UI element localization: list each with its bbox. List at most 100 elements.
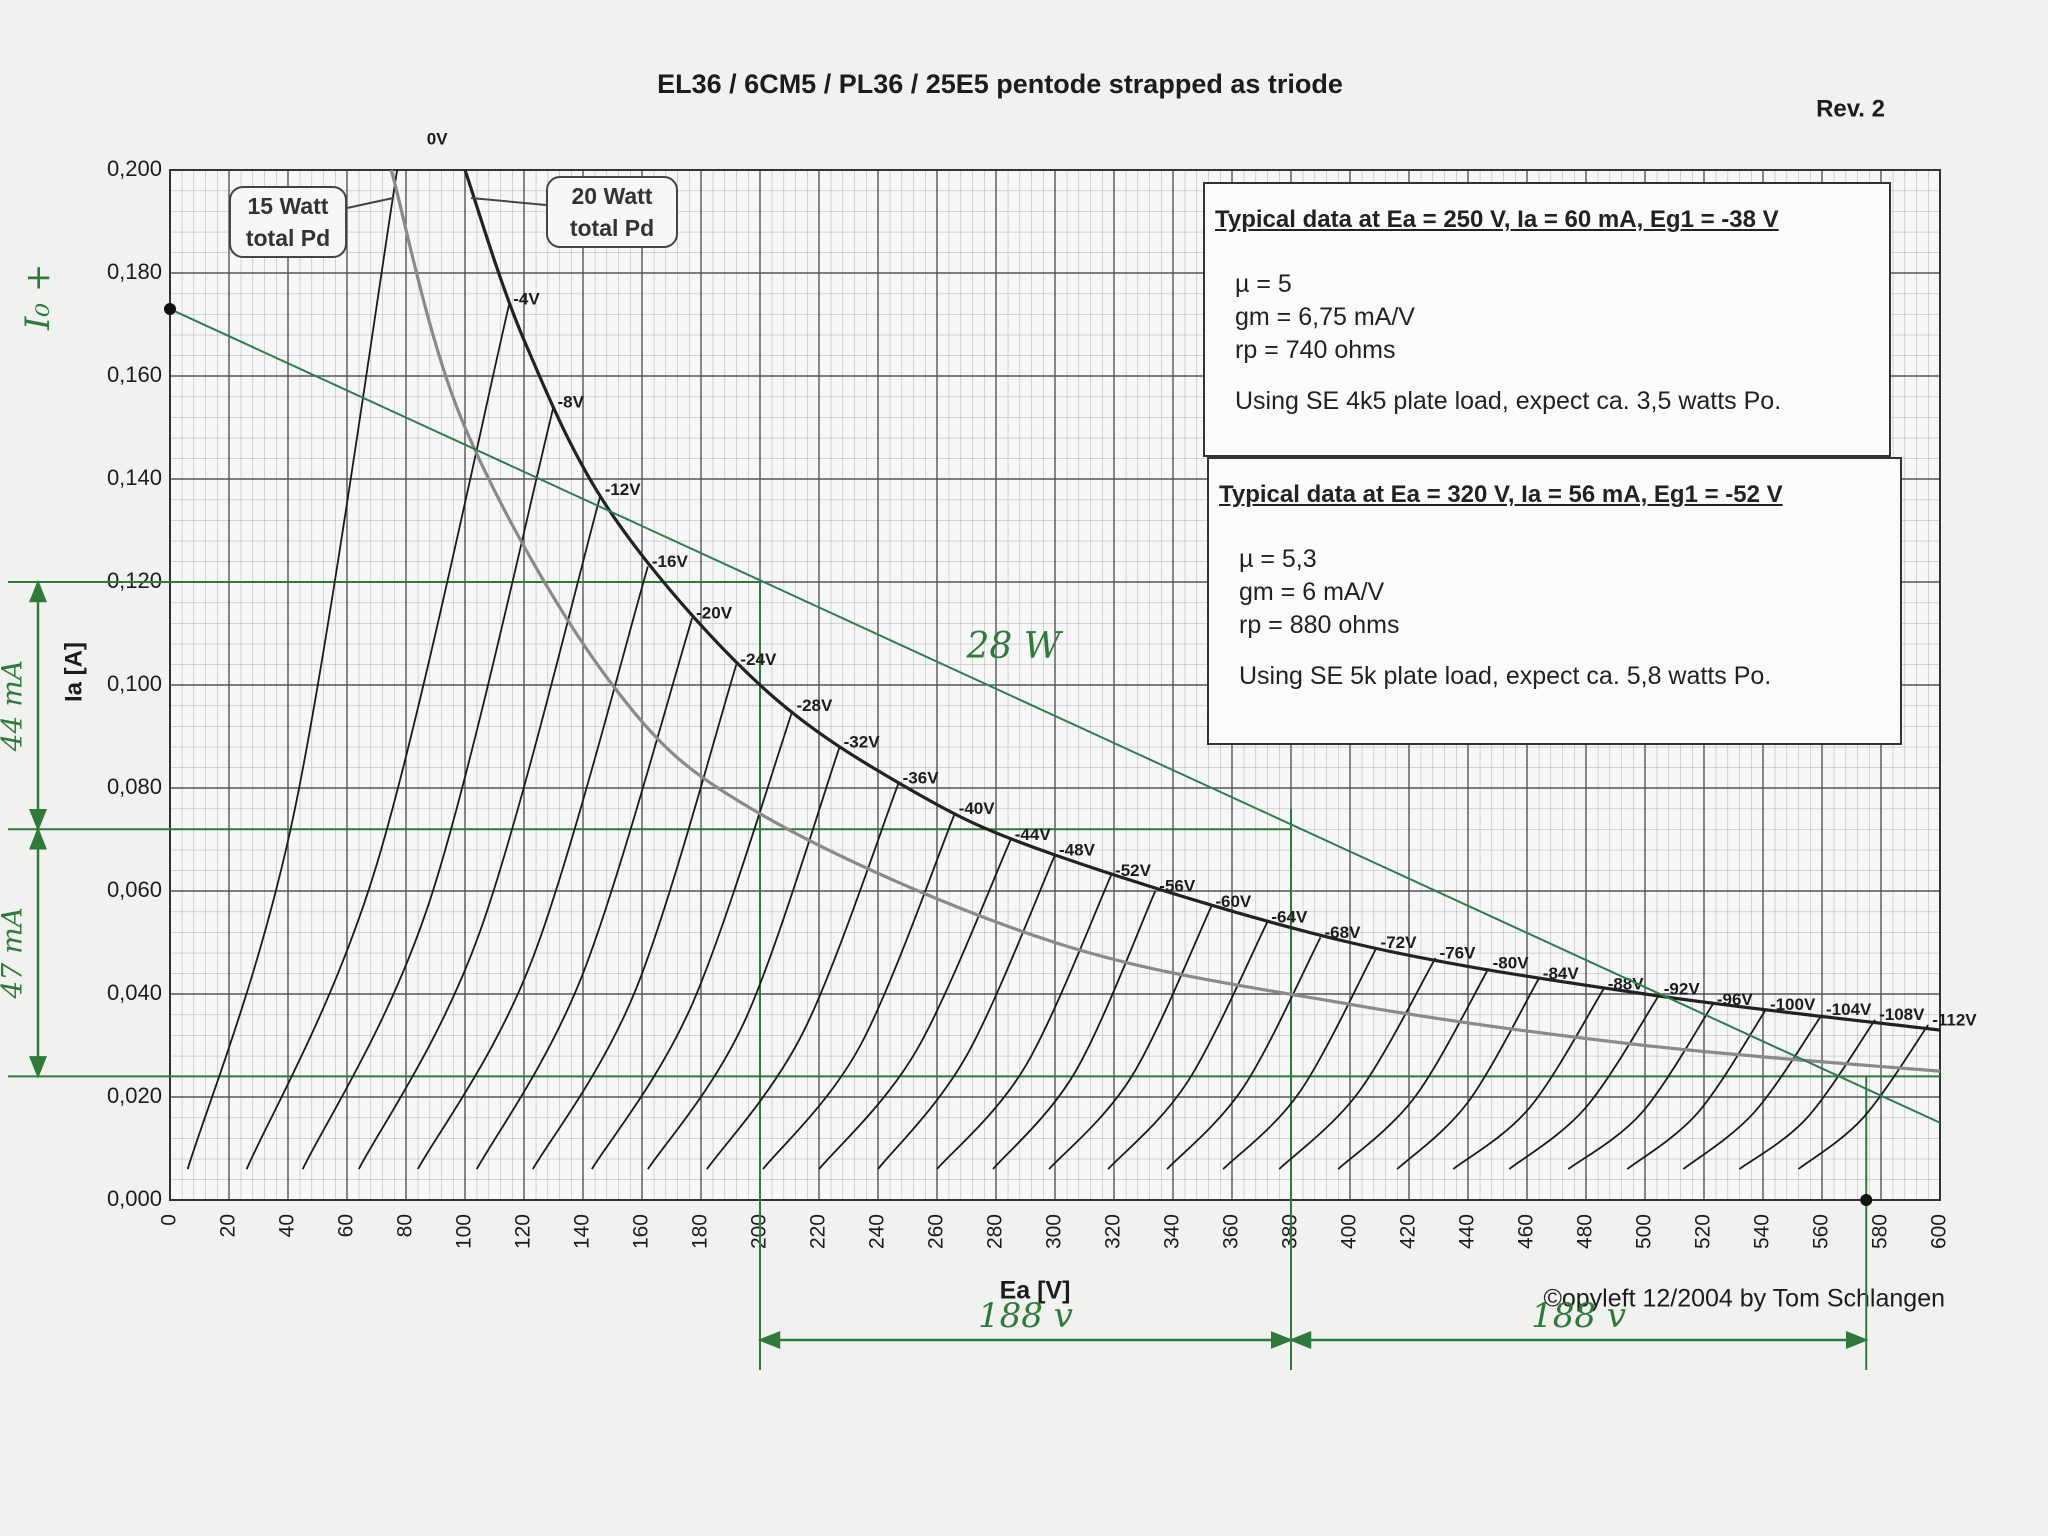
x-tick-label: 320	[1102, 1214, 1125, 1249]
grid-voltage-curve	[936, 875, 1112, 1170]
operating-point	[164, 303, 176, 316]
x-tick-label: 360	[1220, 1214, 1243, 1249]
x-tick-label: 140	[571, 1214, 594, 1249]
curve-label: -60V	[1215, 892, 1252, 911]
x-dimension-label: 188 v	[1531, 1296, 1626, 1336]
dissipation-curve	[389, 169, 1941, 1073]
curve-label: -108V	[1879, 1005, 1925, 1024]
curve-label: -28V	[796, 696, 833, 715]
x-tick-label: 20	[217, 1214, 240, 1237]
x-tick-label: 100	[453, 1214, 476, 1249]
curve-label: 0V	[427, 129, 448, 148]
grid-voltage-curve	[877, 854, 1056, 1170]
curve-label: -40V	[959, 799, 996, 818]
grid-voltage-curve	[301, 406, 555, 1170]
x-tick-label: 80	[394, 1214, 417, 1237]
current-note: I₀ +	[18, 264, 58, 331]
credit: ©opyleft 12/2004 by Tom Schlangen	[1543, 1285, 1945, 1313]
info-box-line: Using SE 4k5 plate load, expect ca. 3,5 …	[1235, 387, 1782, 415]
grid-voltage-curve	[1452, 988, 1605, 1170]
y-dimension-label: 44 mA	[0, 660, 29, 752]
x-axis-label: Ea [V]	[1000, 1277, 1071, 1305]
grid-voltage-curve	[762, 813, 956, 1170]
info-box-line: µ = 5	[1235, 270, 1292, 298]
curve-label: -112V	[1932, 1010, 1977, 1029]
x-tick-label: 520	[1692, 1214, 1715, 1249]
y-tick-label: 0,000	[107, 1186, 162, 1211]
plot-frame	[169, 169, 1941, 1201]
grid-voltage-curve	[186, 169, 399, 1170]
x-dimension-label: 188 v	[978, 1296, 1073, 1336]
info-box: Typical data at Ea = 250 V, Ia = 60 mA, …	[1203, 182, 1891, 457]
x-tick-label: 240	[866, 1214, 889, 1249]
info-box-line: Using SE 5k plate load, expect ca. 5,8 w…	[1239, 662, 1772, 690]
chart-title: EL36 / 6CM5 / PL36 / 25E5 pentode strapp…	[657, 69, 1343, 99]
x-tick-label: 400	[1338, 1214, 1361, 1249]
callout-pointer	[470, 197, 547, 206]
curve-label: -80V	[1493, 954, 1530, 973]
curve-label: -4V	[513, 289, 540, 308]
y-tick-label: 0,080	[107, 774, 162, 799]
grid-voltage-curve	[591, 710, 794, 1170]
y-tick-label: 0,040	[107, 980, 162, 1005]
grid-voltage-curve	[1337, 967, 1490, 1170]
info-box-title: Typical data at Ea = 320 V, Ia = 56 mA, …	[1219, 481, 1783, 508]
info-box-line: rp = 740 ohms	[1235, 336, 1396, 364]
grid-voltage-curve	[1396, 978, 1540, 1170]
curve-label: -20V	[696, 604, 733, 623]
curve-label: -36V	[903, 768, 940, 787]
grid-voltage-curve	[1682, 1014, 1823, 1170]
x-tick-label: 440	[1456, 1214, 1479, 1249]
x-tick-label: 60	[335, 1214, 358, 1237]
grid-voltage-curve	[1626, 1008, 1767, 1170]
y-tick-label: 0,180	[107, 259, 162, 284]
x-tick-label: 340	[1161, 1214, 1184, 1249]
grid-voltage-curve	[1278, 957, 1437, 1170]
info-box-line: gm = 6,75 mA/V	[1235, 303, 1415, 331]
x-tick-label: 560	[1810, 1214, 1833, 1249]
callout-pointer	[346, 197, 394, 209]
grid-voltage-curve	[357, 494, 602, 1170]
y-tick-label: 0,140	[107, 465, 162, 490]
x-tick-label: 300	[1043, 1214, 1066, 1249]
y-tick-label: 0,020	[107, 1083, 162, 1108]
curve-label: -100V	[1770, 995, 1816, 1014]
curve-label: -104V	[1826, 1000, 1872, 1019]
info-box: Typical data at Ea = 320 V, Ia = 56 mA, …	[1207, 457, 1902, 745]
x-tick-label: 600	[1928, 1214, 1951, 1249]
grid-voltage-curve	[245, 303, 511, 1170]
curve-label: -48V	[1059, 840, 1096, 859]
y-tick-label: 0,100	[107, 671, 162, 696]
curve-label: -64V	[1271, 907, 1308, 926]
curve-label: -72V	[1381, 933, 1418, 952]
curve-label: -84V	[1543, 964, 1580, 983]
y-tick-label: 0,120	[107, 568, 162, 593]
curve-label: -24V	[740, 650, 777, 669]
grid-voltage-curve	[1738, 1019, 1876, 1170]
y-tick-label: 0,060	[107, 877, 162, 902]
grid-voltage-curve	[532, 664, 738, 1170]
info-box-line: gm = 6 mA/V	[1239, 578, 1385, 606]
dissipation-callout: 15 Watt total Pd	[229, 186, 347, 258]
grid-voltage-curve	[1508, 993, 1661, 1170]
curve-label: -76V	[1440, 943, 1477, 962]
grid-voltage-curve	[1222, 947, 1378, 1170]
x-tick-label: 280	[984, 1214, 1007, 1249]
x-tick-label: 460	[1515, 1214, 1538, 1249]
x-tick-label: 120	[512, 1214, 535, 1249]
curve-label: -92V	[1664, 979, 1701, 998]
grid-voltage-curve	[1567, 1003, 1714, 1170]
curve-label: -16V	[652, 552, 689, 571]
x-tick-label: 580	[1869, 1214, 1892, 1249]
y-tick-label: 0,200	[107, 156, 162, 181]
x-tick-label: 480	[1574, 1214, 1597, 1249]
grid-voltage-curve	[1166, 936, 1322, 1170]
y-dimension-label: 47 mA	[0, 907, 29, 999]
x-tick-label: 540	[1751, 1214, 1774, 1249]
operating-point	[1860, 1194, 1873, 1206]
curve-label: -32V	[844, 732, 881, 751]
curve-label: -8V	[558, 392, 585, 411]
load-curve	[169, 308, 1941, 1124]
y-axis-label: Ia [A]	[60, 642, 87, 702]
